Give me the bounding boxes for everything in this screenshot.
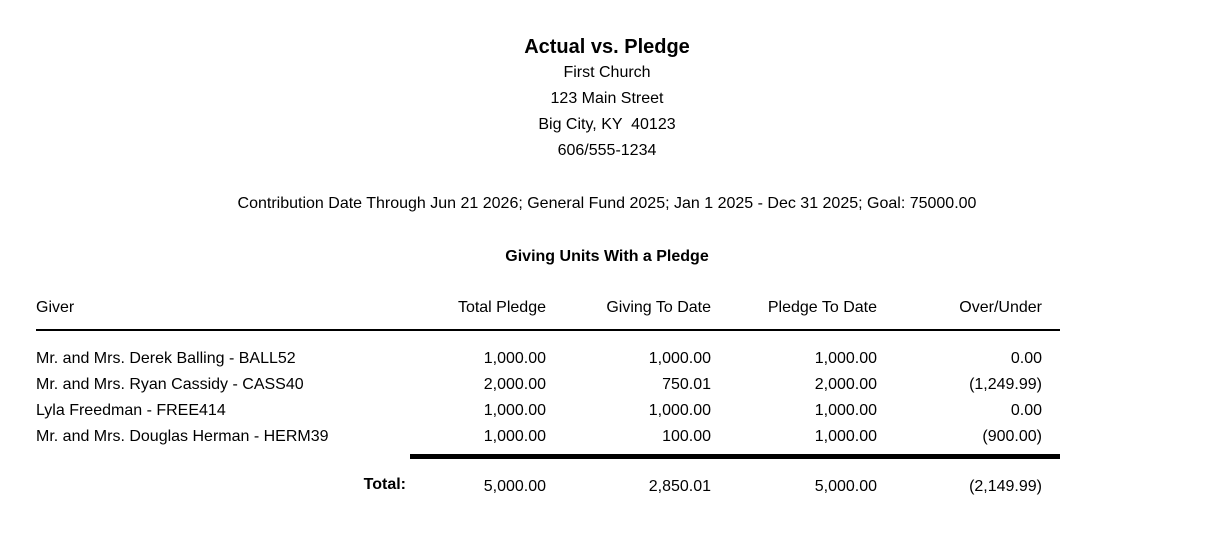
report-title: Actual vs. Pledge <box>524 36 690 58</box>
giver-name: Mr. and Mrs. Douglas Herman - HERM39 <box>36 428 329 445</box>
total-pledge-value: 1,000.00 <box>483 402 546 419</box>
over-under-value: 0.00 <box>1010 402 1042 419</box>
pledge-to-date-value: 2,000.00 <box>814 376 877 393</box>
address-street: 123 Main Street <box>550 90 664 107</box>
over-under-total: (2,149.99) <box>877 453 1060 500</box>
table-row: Mr. and Mrs. Ryan Cassidy - CASS40 2,000… <box>36 372 1060 398</box>
giver-name: Mr. and Mrs. Ryan Cassidy - CASS40 <box>36 376 304 393</box>
total-pledge-value: 1,000.00 <box>483 350 546 367</box>
over-under-value: (1,249.99) <box>969 376 1042 393</box>
giver-name: Mr. and Mrs. Derek Balling - BALL52 <box>36 350 296 367</box>
total-pledge-value: 2,000.00 <box>483 376 546 393</box>
table-row: Mr. and Mrs. Derek Balling - BALL52 1,00… <box>36 330 1060 372</box>
column-header-giving-to-date: Giving To Date <box>546 294 711 331</box>
phone-number: 606/555-1234 <box>557 142 657 159</box>
giver-name: Lyla Freedman - FREE414 <box>36 402 226 419</box>
total-pledge-total: 5,000.00 <box>410 453 546 500</box>
over-under-value: 0.00 <box>1010 350 1042 367</box>
giving-to-date-value: 750.01 <box>662 376 711 393</box>
table-row: Mr. and Mrs. Douglas Herman - HERM39 1,0… <box>36 424 1060 450</box>
column-header-pledge-to-date: Pledge To Date <box>711 294 877 331</box>
total-label: Total: <box>363 476 406 494</box>
pledge-table: Giver Total Pledge Giving To Date Pledge… <box>36 294 1060 500</box>
report-criteria: Contribution Date Through Jun 21 2026; G… <box>237 195 977 212</box>
column-header-over-under: Over/Under <box>877 294 1060 331</box>
giving-to-date-value: 1,000.00 <box>648 402 711 419</box>
pledge-to-date-value: 1,000.00 <box>814 402 877 419</box>
total-row: Total: 5,000.00 2,850.01 5,000.00 (2,149… <box>36 453 1060 500</box>
table-header-row: Giver Total Pledge Giving To Date Pledge… <box>36 294 1060 331</box>
giving-to-date-value: 1,000.00 <box>648 350 711 367</box>
column-header-total-pledge: Total Pledge <box>410 294 546 331</box>
section-title: Giving Units With a Pledge <box>505 248 709 265</box>
pledge-to-date-total: 5,000.00 <box>711 453 877 500</box>
over-under-value: (900.00) <box>982 428 1042 445</box>
address-city-state-zip: Big City, KY 40123 <box>538 116 676 133</box>
total-pledge-value: 1,000.00 <box>483 428 546 445</box>
church-name: First Church <box>563 64 651 81</box>
report-header: Actual vs. Pledge First Church 123 Main … <box>0 0 1214 164</box>
pledge-to-date-value: 1,000.00 <box>814 428 877 445</box>
table-row: Lyla Freedman - FREE414 1,000.00 1,000.0… <box>36 398 1060 424</box>
column-header-giver: Giver <box>36 294 410 331</box>
giving-to-date-value: 100.00 <box>662 428 711 445</box>
pledge-to-date-value: 1,000.00 <box>814 350 877 367</box>
giving-to-date-total: 2,850.01 <box>546 453 711 500</box>
